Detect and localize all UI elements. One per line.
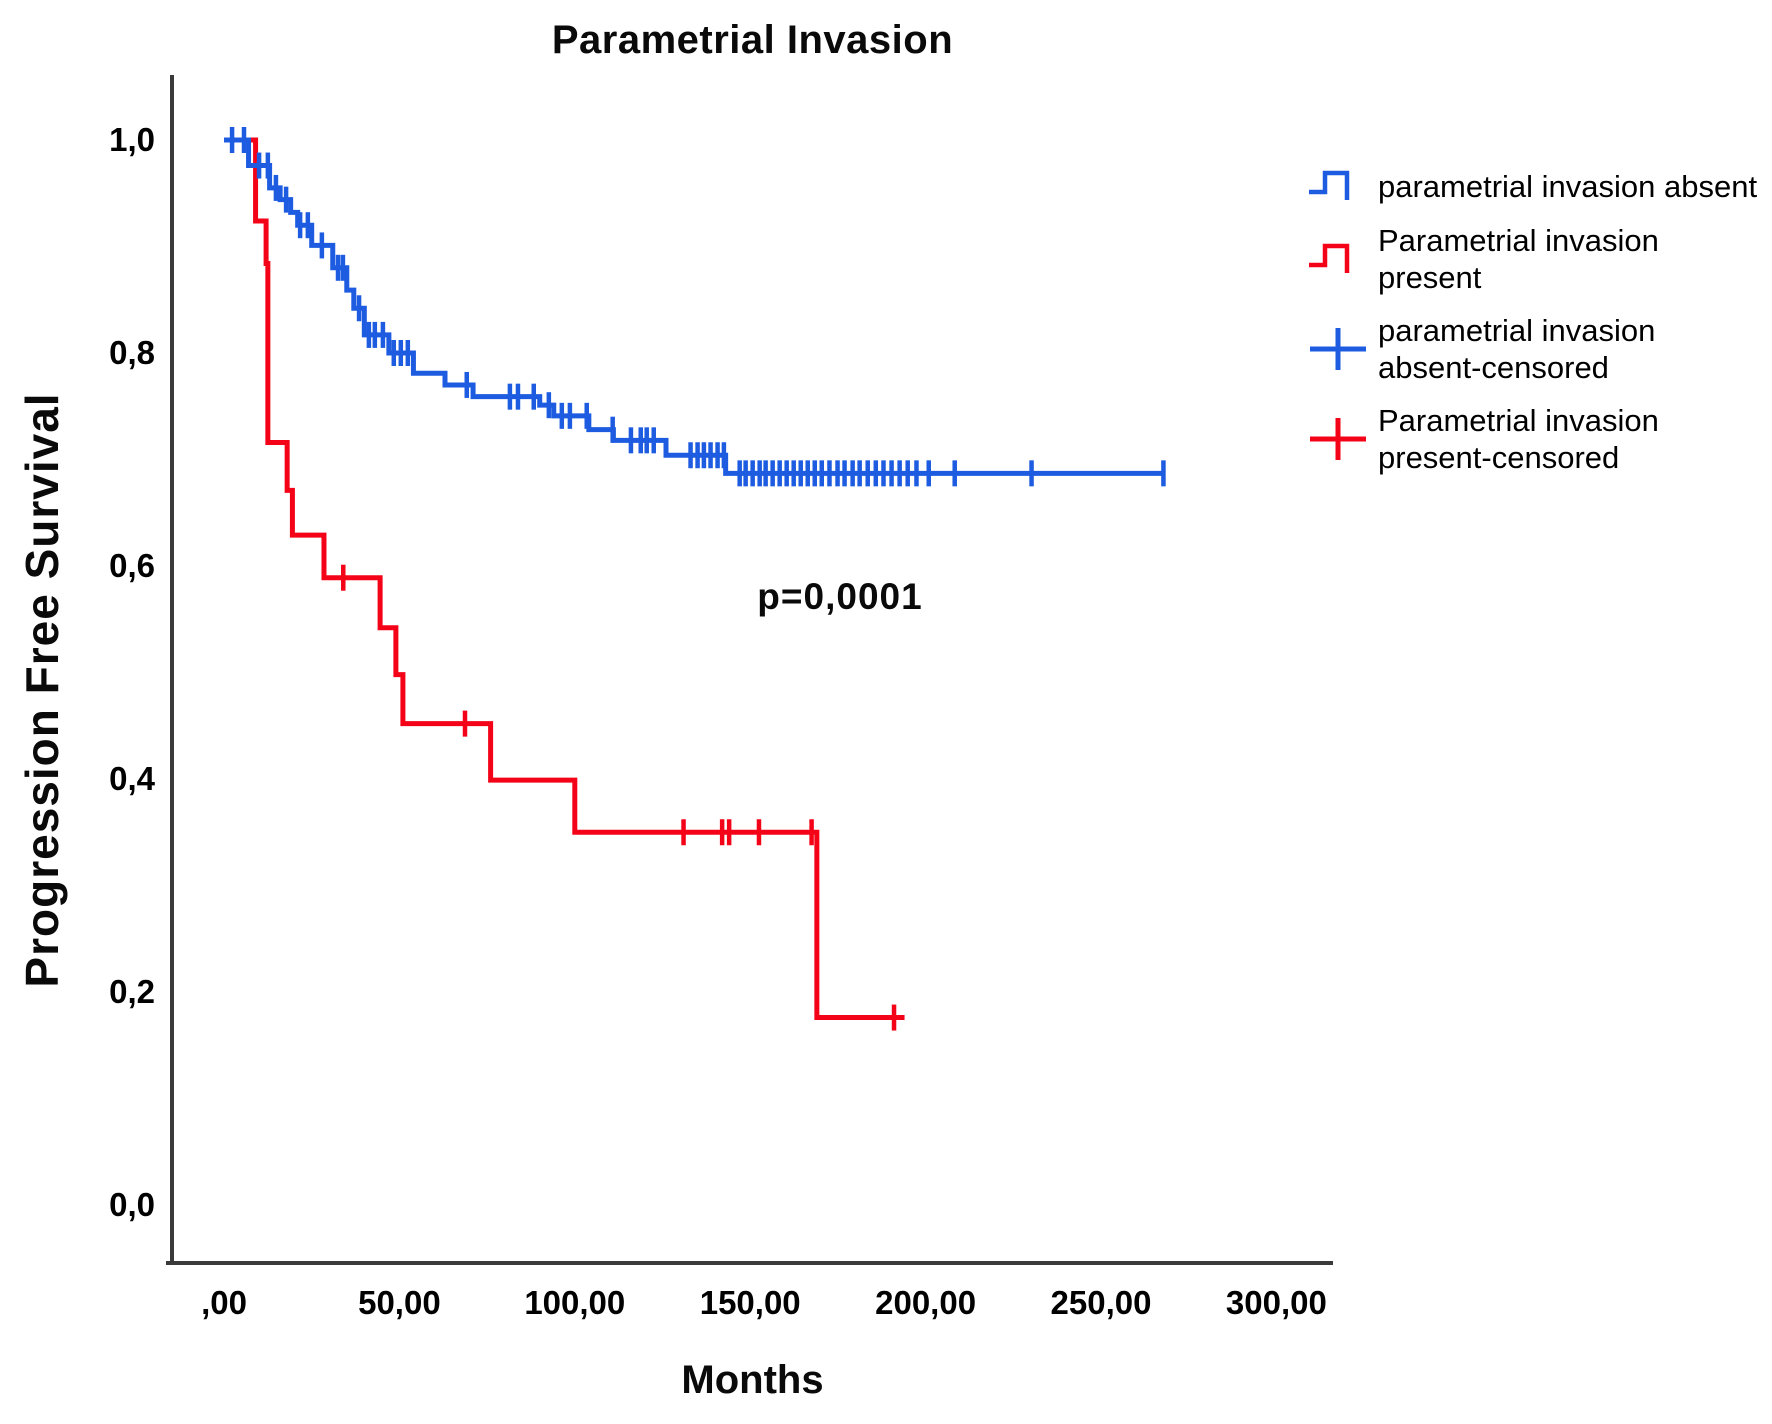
x-tick-label: 100,00 bbox=[524, 1284, 626, 1321]
x-tick-label: 150,00 bbox=[699, 1284, 801, 1321]
legend-item-label: Parametrial invasion present bbox=[1378, 223, 1659, 295]
legend: parametrial invasion absent Parametrial i… bbox=[1306, 166, 1766, 492]
y-tick-label: 0,8 bbox=[109, 334, 155, 371]
legend-item-label: Parametrial invasion present-censored bbox=[1378, 403, 1659, 475]
km-curve-absent bbox=[224, 137, 1165, 476]
legend-item-label: parametrial invasion absent bbox=[1378, 168, 1758, 204]
x-tick-label: 300,00 bbox=[1225, 1284, 1327, 1321]
x-tick-label: ,00 bbox=[201, 1284, 247, 1321]
x-axis-title: Months bbox=[681, 1358, 824, 1402]
y-tick-label: 0,6 bbox=[109, 547, 155, 584]
y-tick-label: 0,0 bbox=[109, 1186, 155, 1223]
x-tick-label: 250,00 bbox=[1050, 1284, 1152, 1321]
legend-step-line-icon bbox=[1306, 166, 1378, 206]
y-tick-label: 1,0 bbox=[109, 121, 155, 158]
chart-title: Parametrial Invasion bbox=[551, 18, 954, 62]
x-tick-label: 50,00 bbox=[358, 1284, 441, 1321]
legend-item: Parametrial invasion present bbox=[1306, 222, 1766, 296]
y-tick-label: 0,2 bbox=[109, 973, 155, 1010]
legend-item-label: parametrial invasion absent-censored bbox=[1378, 313, 1656, 385]
x-tick-label: 200,00 bbox=[875, 1284, 977, 1321]
legend-censor-plus-icon bbox=[1306, 415, 1378, 463]
legend-censor-plus-icon bbox=[1306, 325, 1378, 373]
y-tick-label: 0,4 bbox=[109, 760, 155, 797]
km-curve-present bbox=[224, 137, 905, 1021]
p-value-annotation: p=0,0001 bbox=[757, 576, 923, 617]
legend-item: parametrial invasion absent bbox=[1306, 166, 1766, 206]
legend-step-line-icon bbox=[1306, 239, 1378, 279]
legend-item: parametrial invasion absent-censored bbox=[1306, 312, 1766, 386]
legend-item: Parametrial invasion present-censored bbox=[1306, 402, 1766, 476]
